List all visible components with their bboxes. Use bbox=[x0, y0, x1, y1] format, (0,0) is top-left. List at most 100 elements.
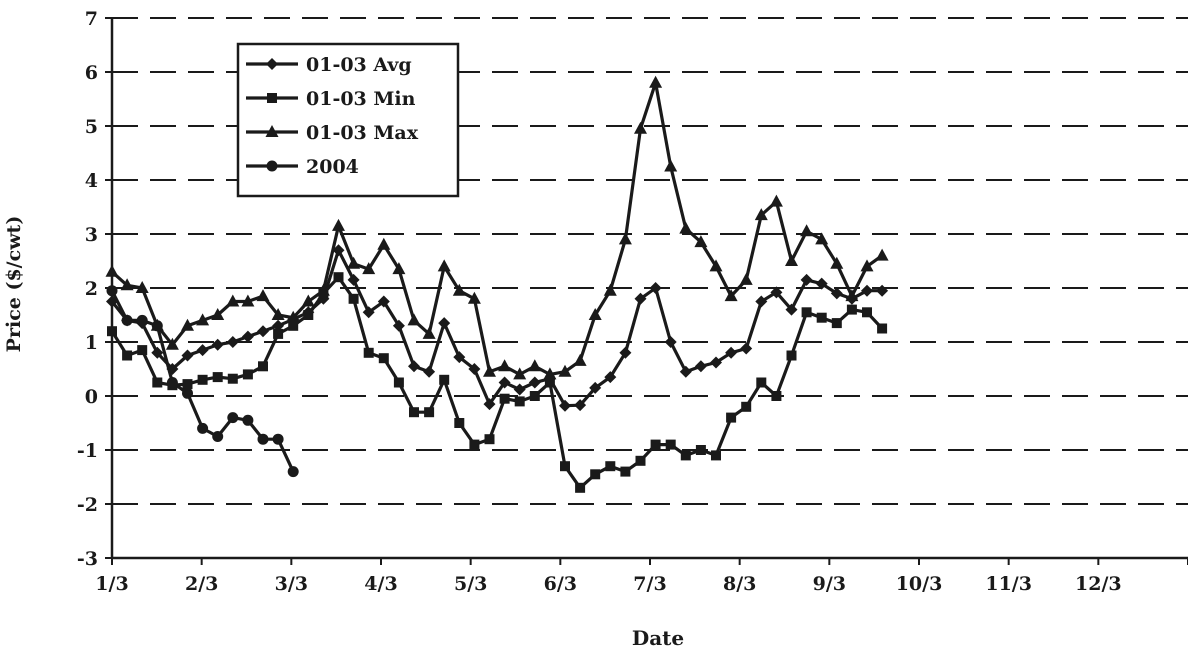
data-point bbox=[105, 264, 119, 277]
data-point bbox=[273, 328, 284, 339]
data-point bbox=[151, 320, 163, 332]
data-point bbox=[544, 377, 555, 388]
data-point bbox=[725, 346, 738, 359]
x-tick-label: 4/3 bbox=[364, 573, 397, 595]
data-point bbox=[604, 371, 617, 384]
data-point bbox=[484, 434, 495, 445]
x-tick-label: 8/3 bbox=[723, 573, 756, 595]
data-point bbox=[711, 450, 721, 461]
data-point bbox=[618, 232, 632, 245]
data-point bbox=[560, 461, 570, 472]
series-line bbox=[110, 81, 884, 376]
y-tick-label: -1 bbox=[77, 440, 98, 462]
x-tick-label: 7/3 bbox=[633, 573, 666, 595]
data-point bbox=[830, 287, 843, 300]
data-point bbox=[211, 308, 225, 320]
data-point bbox=[499, 393, 510, 404]
y-tick-label: 6 bbox=[85, 62, 98, 84]
series-2004 bbox=[106, 285, 299, 478]
data-point bbox=[422, 326, 436, 339]
data-point bbox=[362, 262, 376, 275]
data-point bbox=[514, 396, 525, 407]
data-point bbox=[664, 336, 677, 348]
y-tick-label: 1 bbox=[85, 332, 98, 354]
data-point bbox=[769, 194, 783, 207]
data-point bbox=[377, 295, 390, 308]
data-point bbox=[333, 272, 344, 283]
data-point bbox=[754, 208, 768, 221]
x-tick-label: 6/3 bbox=[544, 573, 577, 595]
data-point bbox=[257, 325, 269, 338]
data-point bbox=[862, 307, 872, 318]
data-point bbox=[165, 337, 179, 350]
series-line bbox=[110, 275, 884, 490]
y-tick-label: -2 bbox=[77, 494, 98, 516]
x-axis-label: Date bbox=[632, 626, 684, 650]
data-point bbox=[649, 75, 663, 88]
data-point bbox=[348, 293, 359, 304]
data-point bbox=[755, 295, 768, 308]
data-point bbox=[166, 377, 178, 388]
legend-marker bbox=[266, 160, 278, 172]
data-point bbox=[468, 363, 481, 375]
data-point bbox=[801, 307, 812, 318]
y-axis-label: Price ($/cwt) bbox=[3, 216, 25, 353]
data-point bbox=[830, 256, 844, 269]
data-point bbox=[709, 259, 723, 272]
legend-label: 01-03 Avg bbox=[306, 54, 412, 76]
data-point bbox=[241, 294, 255, 307]
x-tick-label: 12/3 bbox=[1075, 573, 1122, 595]
data-point bbox=[543, 367, 557, 380]
data-point bbox=[122, 350, 133, 361]
data-point bbox=[603, 283, 617, 296]
data-point bbox=[694, 235, 708, 248]
data-point bbox=[256, 289, 270, 302]
data-point bbox=[135, 281, 149, 293]
data-point bbox=[634, 121, 647, 134]
data-point bbox=[875, 248, 889, 261]
data-point bbox=[182, 379, 193, 390]
legend-label: 01-03 Max bbox=[306, 122, 419, 144]
data-point bbox=[741, 401, 752, 412]
data-point bbox=[558, 364, 572, 377]
data-point bbox=[423, 365, 436, 378]
x-tick-label: 2/3 bbox=[185, 573, 218, 595]
data-point bbox=[877, 323, 888, 334]
x-tick-label: 10/3 bbox=[896, 573, 943, 595]
data-point bbox=[605, 461, 616, 472]
data-point bbox=[528, 359, 542, 372]
data-point bbox=[559, 399, 571, 412]
data-point bbox=[347, 256, 361, 269]
y-tick-label: 0 bbox=[85, 386, 98, 408]
data-point bbox=[107, 326, 117, 337]
data-point bbox=[362, 306, 375, 319]
data-point bbox=[212, 372, 223, 383]
data-point bbox=[740, 342, 753, 355]
series-01-03-avg bbox=[106, 244, 889, 412]
y-tick-label: 7 bbox=[85, 8, 98, 30]
data-point bbox=[724, 289, 738, 302]
data-point bbox=[513, 367, 527, 380]
data-point bbox=[846, 304, 857, 315]
y-tick-label: 3 bbox=[85, 224, 98, 246]
data-point bbox=[288, 320, 299, 331]
data-point bbox=[726, 412, 737, 423]
y-tick-label: -3 bbox=[77, 548, 98, 570]
data-point bbox=[785, 254, 798, 266]
data-point bbox=[212, 431, 224, 442]
data-point bbox=[137, 345, 148, 356]
data-point bbox=[815, 232, 829, 245]
data-point bbox=[409, 407, 419, 418]
data-point bbox=[771, 391, 782, 401]
legend-marker bbox=[266, 58, 278, 70]
data-point bbox=[226, 336, 239, 348]
data-point bbox=[241, 330, 254, 343]
data-point bbox=[226, 294, 240, 307]
data-point bbox=[845, 289, 859, 302]
data-point bbox=[498, 376, 511, 389]
data-point bbox=[363, 347, 374, 358]
data-point bbox=[513, 383, 526, 396]
legend-item: 2004 bbox=[246, 156, 359, 178]
data-point bbox=[770, 286, 783, 299]
